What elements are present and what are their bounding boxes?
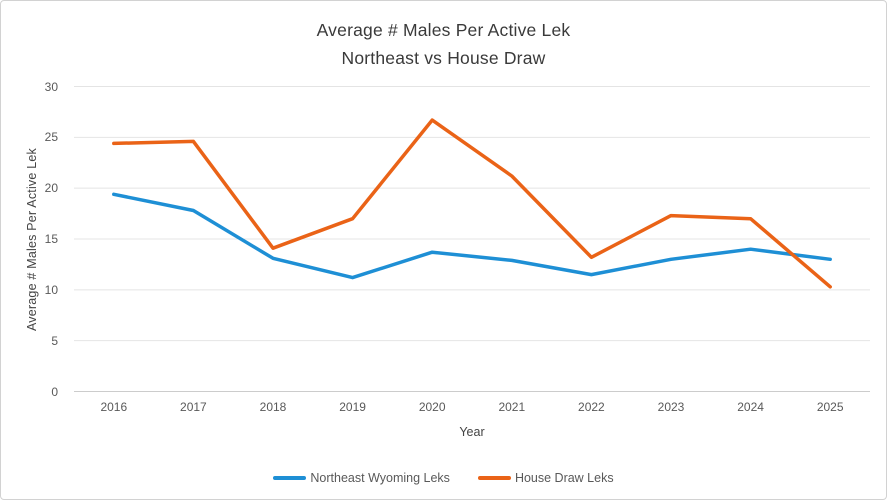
x-tick-label-2020: 2020 <box>418 400 446 414</box>
legend-item-northeast-wyoming-leks: Northeast Wyoming Leks <box>273 471 450 485</box>
legend-item-house-draw-leks: House Draw Leks <box>477 471 614 485</box>
y-tick-label-10: 10 <box>44 282 58 297</box>
y-tick-label-0: 0 <box>51 384 58 399</box>
x-tick-label-2023: 2023 <box>657 400 685 414</box>
y-tick-label-25: 25 <box>44 130 58 145</box>
northeast-legend-label: Northeast Wyoming Leks <box>310 471 450 485</box>
series-line-house-draw-leks <box>112 118 832 289</box>
northeast-legend-line-icon <box>273 476 307 480</box>
legend: Northeast Wyoming Leks House Draw Leks <box>1 471 886 485</box>
x-tick-label-2019: 2019 <box>339 400 366 414</box>
chart-title-line2: Northeast vs House Draw <box>341 48 546 68</box>
x-tick-label-2017: 2017 <box>180 400 207 414</box>
x-tick-label-2022: 2022 <box>578 400 605 414</box>
y-tick-label-5: 5 <box>51 333 58 348</box>
chart-title-line1: Average # Males Per Active Lek <box>316 20 571 40</box>
chart-title: Average # Males Per Active Lek Northeast… <box>1 16 886 72</box>
x-tick-label-2018: 2018 <box>259 400 287 414</box>
y-tick-label-15: 15 <box>44 232 58 246</box>
x-tick-label-2016: 2016 <box>100 400 128 414</box>
x-tick-label-2024: 2024 <box>737 400 764 414</box>
x-tick-label-2025: 2025 <box>816 400 844 414</box>
house-draw-legend-line-icon <box>477 476 511 480</box>
series-line-northeast-wyoming-leks <box>112 192 832 280</box>
x-axis-title: Year <box>459 425 485 439</box>
x-tick-label-2021: 2021 <box>498 400 526 414</box>
y-tick-label-30: 30 <box>44 79 58 94</box>
house-draw-legend-label: House Draw Leks <box>514 471 614 485</box>
y-tick-label-20: 20 <box>44 181 58 196</box>
